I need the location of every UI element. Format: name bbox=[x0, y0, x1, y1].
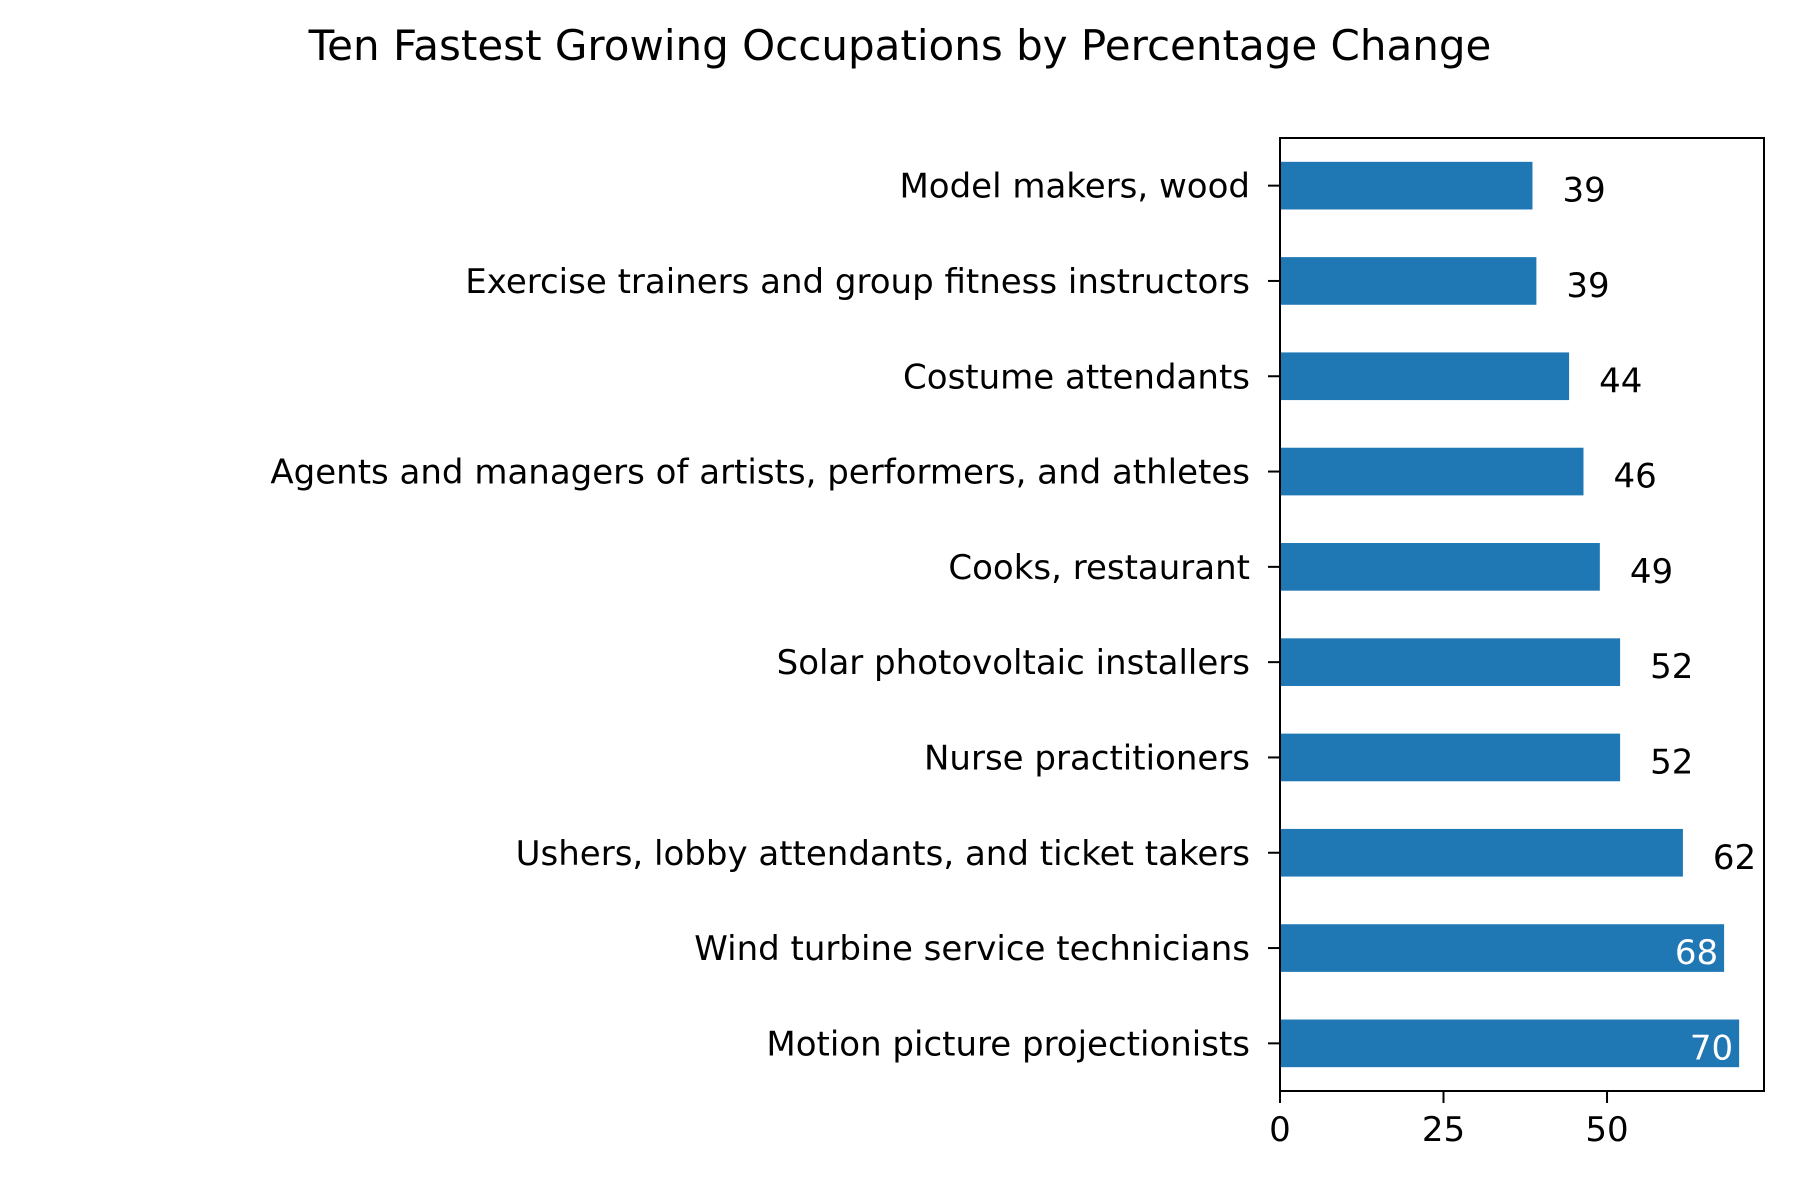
bars-group bbox=[1280, 161, 1740, 1068]
bar bbox=[1280, 1019, 1740, 1068]
data-label: 68 bbox=[1675, 933, 1718, 973]
category-label: Nurse practitioners bbox=[924, 738, 1250, 778]
chart-title: Ten Fastest Growing Occupations by Perce… bbox=[308, 21, 1492, 70]
x-tick-label: 50 bbox=[1585, 1110, 1628, 1150]
category-labels: Model makers, wood Exercise trainers and … bbox=[270, 167, 1280, 1064]
bar bbox=[1280, 828, 1683, 877]
bar bbox=[1280, 352, 1570, 401]
data-label: 39 bbox=[1562, 171, 1605, 211]
plot-frame bbox=[1279, 137, 1765, 1092]
bar bbox=[1280, 447, 1584, 496]
bar bbox=[1280, 257, 1537, 305]
category-label: Motion picture projectionists bbox=[766, 1024, 1250, 1064]
data-label: 52 bbox=[1650, 647, 1693, 687]
x-tick-label: 0 bbox=[1269, 1110, 1291, 1150]
data-label: 46 bbox=[1613, 457, 1656, 497]
category-label: Ushers, lobby attendants, and ticket tak… bbox=[516, 834, 1250, 874]
data-label: 39 bbox=[1566, 266, 1609, 306]
category-label: Model makers, wood bbox=[899, 167, 1250, 207]
data-labels: 39 39 44 46 49 52 52 62 68 70 bbox=[1562, 171, 1756, 1069]
data-label: 49 bbox=[1630, 552, 1673, 592]
category-label: Wind turbine service technicians bbox=[694, 929, 1250, 969]
category-label: Cooks, restaurant bbox=[948, 548, 1250, 588]
x-axis: 0 25 50 bbox=[1269, 1091, 1629, 1150]
bar bbox=[1280, 161, 1533, 210]
data-label: 44 bbox=[1599, 361, 1642, 401]
category-label: Exercise trainers and group fitness inst… bbox=[465, 262, 1250, 302]
category-label: Costume attendants bbox=[903, 357, 1250, 397]
bar bbox=[1280, 543, 1600, 591]
category-label: Agents and managers of artists, performe… bbox=[270, 453, 1250, 493]
x-tick-label: 25 bbox=[1422, 1110, 1465, 1150]
category-label: Solar photovoltaic installers bbox=[777, 643, 1250, 683]
bar bbox=[1280, 733, 1621, 782]
data-label: 52 bbox=[1650, 742, 1693, 782]
data-label: 70 bbox=[1690, 1028, 1733, 1068]
bar bbox=[1280, 638, 1621, 686]
bar bbox=[1280, 924, 1725, 972]
data-label: 62 bbox=[1713, 838, 1756, 878]
